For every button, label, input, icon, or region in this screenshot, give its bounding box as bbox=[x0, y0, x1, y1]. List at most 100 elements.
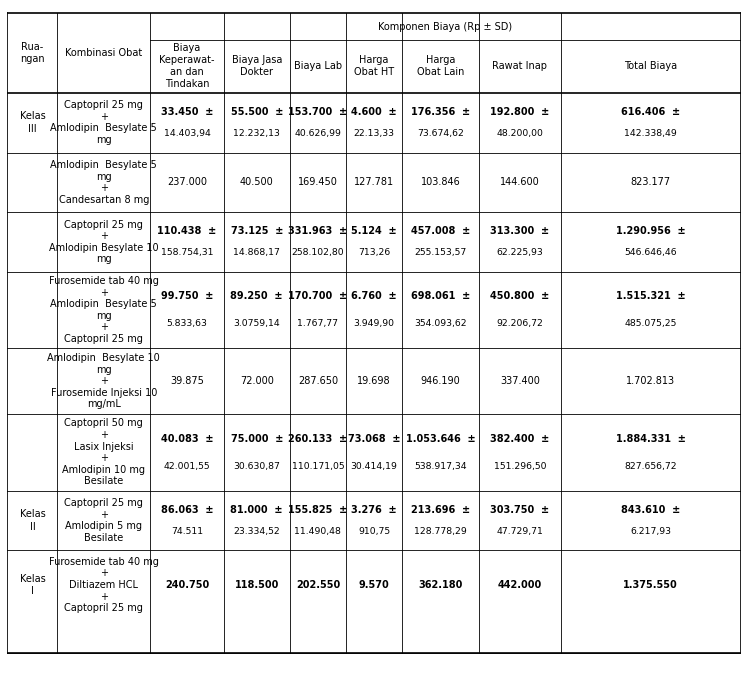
Text: 213.696  ±: 213.696 ± bbox=[411, 505, 470, 515]
Text: 260.133  ±: 260.133 ± bbox=[289, 434, 348, 444]
Text: Kelas
III: Kelas III bbox=[19, 112, 46, 134]
Text: Furosemide tab 40 mg
+
Diltiazem HCL
+
Captopril 25 mg: Furosemide tab 40 mg + Diltiazem HCL + C… bbox=[49, 557, 159, 613]
Text: Harga
Obat HT: Harga Obat HT bbox=[354, 55, 394, 77]
Text: 176.356  ±: 176.356 ± bbox=[411, 107, 470, 117]
Text: 169.450: 169.450 bbox=[298, 178, 338, 187]
Text: 155.825  ±: 155.825 ± bbox=[288, 505, 348, 515]
Text: 1.884.331  ±: 1.884.331 ± bbox=[616, 434, 686, 444]
Text: 331.963  ±: 331.963 ± bbox=[289, 226, 348, 236]
Text: Captopril 25 mg
+
Amlodipin Besylate 10
mg: Captopril 25 mg + Amlodipin Besylate 10 … bbox=[49, 219, 159, 264]
Text: Biaya Jasa
Dokter: Biaya Jasa Dokter bbox=[232, 55, 282, 77]
Text: 616.406  ±: 616.406 ± bbox=[621, 107, 680, 117]
Text: 713,26: 713,26 bbox=[358, 248, 390, 257]
Text: 698.061  ±: 698.061 ± bbox=[411, 291, 470, 302]
Text: 827.656,72: 827.656,72 bbox=[625, 462, 677, 470]
Text: Rawat Inap: Rawat Inap bbox=[492, 61, 548, 71]
Text: 39.875: 39.875 bbox=[170, 376, 204, 386]
Text: 442.000: 442.000 bbox=[497, 580, 542, 590]
Text: 128.778,29: 128.778,29 bbox=[414, 527, 467, 536]
Text: 3.276  ±: 3.276 ± bbox=[352, 505, 396, 515]
Text: Captopril 50 mg
+
Lasix Injeksi
+
Amlodipin 10 mg
Besilate: Captopril 50 mg + Lasix Injeksi + Amlodi… bbox=[62, 419, 145, 487]
Text: Captopril 25 mg
+
Amlodipin 5 mg
Besilate: Captopril 25 mg + Amlodipin 5 mg Besilat… bbox=[64, 498, 144, 543]
Text: 86.063  ±: 86.063 ± bbox=[161, 505, 213, 515]
Text: 12.232,13: 12.232,13 bbox=[233, 129, 280, 138]
Text: 5.833,63: 5.833,63 bbox=[167, 319, 207, 328]
Text: 1.375.550: 1.375.550 bbox=[623, 580, 678, 590]
Text: 22.13,33: 22.13,33 bbox=[354, 129, 394, 138]
Text: 313.300  ±: 313.300 ± bbox=[490, 226, 550, 236]
Text: Total Biaya: Total Biaya bbox=[624, 61, 677, 71]
Text: 153.700  ±: 153.700 ± bbox=[289, 107, 348, 117]
Text: 192.800  ±: 192.800 ± bbox=[490, 107, 550, 117]
Text: 30.630,87: 30.630,87 bbox=[233, 462, 280, 470]
Text: 110.171,05: 110.171,05 bbox=[292, 462, 344, 470]
Text: 73.068  ±: 73.068 ± bbox=[348, 434, 400, 444]
Text: 258.102,80: 258.102,80 bbox=[292, 248, 344, 257]
Text: 6.760  ±: 6.760 ± bbox=[352, 291, 396, 302]
Text: Harga
Obat Lain: Harga Obat Lain bbox=[417, 55, 464, 77]
Text: 142.338,49: 142.338,49 bbox=[625, 129, 677, 138]
Text: 202.550: 202.550 bbox=[295, 580, 340, 590]
Text: 47.729,71: 47.729,71 bbox=[497, 527, 543, 536]
Text: Captopril 25 mg
+
Amlodipin  Besylate 5
mg: Captopril 25 mg + Amlodipin Besylate 5 m… bbox=[51, 100, 157, 145]
Text: 103.846: 103.846 bbox=[420, 178, 460, 187]
Text: 3.0759,14: 3.0759,14 bbox=[233, 319, 280, 328]
Text: 14.403,94: 14.403,94 bbox=[164, 129, 210, 138]
Text: 362.180: 362.180 bbox=[418, 580, 462, 590]
Text: 546.646,46: 546.646,46 bbox=[625, 248, 677, 257]
Text: Biaya
Keperawat-
an dan
Tindakan: Biaya Keperawat- an dan Tindakan bbox=[159, 43, 215, 90]
Text: 89.250  ±: 89.250 ± bbox=[230, 291, 283, 302]
Text: 158.754,31: 158.754,31 bbox=[161, 248, 213, 257]
Text: 30.414,19: 30.414,19 bbox=[351, 462, 397, 470]
Text: Rua-
ngan: Rua- ngan bbox=[20, 42, 45, 65]
Text: 1.515.321  ±: 1.515.321 ± bbox=[616, 291, 685, 302]
Text: 170.700  ±: 170.700 ± bbox=[289, 291, 348, 302]
Text: Komponen Biaya (Rp ± SD): Komponen Biaya (Rp ± SD) bbox=[378, 22, 512, 32]
Text: 9.570: 9.570 bbox=[358, 580, 390, 590]
Text: 75.000  ±: 75.000 ± bbox=[230, 434, 283, 444]
Text: 40.626,99: 40.626,99 bbox=[295, 129, 341, 138]
Text: 127.781: 127.781 bbox=[354, 178, 394, 187]
Text: 99.750  ±: 99.750 ± bbox=[161, 291, 213, 302]
Text: 1.767,77: 1.767,77 bbox=[298, 319, 338, 328]
Text: 48.200,00: 48.200,00 bbox=[497, 129, 543, 138]
Text: 40.083  ±: 40.083 ± bbox=[161, 434, 213, 444]
Text: 73.674,62: 73.674,62 bbox=[417, 129, 464, 138]
Text: 72.000: 72.000 bbox=[240, 376, 274, 386]
Text: Kelas
II: Kelas II bbox=[19, 509, 46, 532]
Text: 946.190: 946.190 bbox=[420, 376, 460, 386]
Text: 81.000  ±: 81.000 ± bbox=[230, 505, 283, 515]
Text: 354.093,62: 354.093,62 bbox=[414, 319, 467, 328]
Text: Furosemide tab 40 mg
+
Amlodipin  Besylate 5
mg
+
Captopril 25 mg: Furosemide tab 40 mg + Amlodipin Besylat… bbox=[49, 276, 159, 344]
Text: 843.610  ±: 843.610 ± bbox=[621, 505, 681, 515]
Text: 62.225,93: 62.225,93 bbox=[497, 248, 543, 257]
Text: 33.450  ±: 33.450 ± bbox=[161, 107, 213, 117]
Text: 303.750  ±: 303.750 ± bbox=[490, 505, 550, 515]
Text: 55.500  ±: 55.500 ± bbox=[230, 107, 283, 117]
Text: 237.000: 237.000 bbox=[167, 178, 207, 187]
Text: 14.868,17: 14.868,17 bbox=[233, 248, 280, 257]
Text: 19.698: 19.698 bbox=[358, 376, 390, 386]
Text: 287.650: 287.650 bbox=[298, 376, 338, 386]
Text: 110.438  ±: 110.438 ± bbox=[157, 226, 217, 236]
Text: 485.075,25: 485.075,25 bbox=[625, 319, 677, 328]
Text: 6.217,93: 6.217,93 bbox=[631, 527, 671, 536]
Text: 74.511: 74.511 bbox=[171, 527, 203, 536]
Text: 1.702.813: 1.702.813 bbox=[626, 376, 675, 386]
Text: 255.153,57: 255.153,57 bbox=[414, 248, 467, 257]
Text: Amlodipin  Besylate 10
mg
+
Furosemide Injeksi 10
mg/mL: Amlodipin Besylate 10 mg + Furosemide In… bbox=[48, 353, 160, 409]
Text: 823.177: 823.177 bbox=[631, 178, 671, 187]
Text: 144.600: 144.600 bbox=[500, 178, 540, 187]
Text: Amlodipin  Besylate 5
mg
+
Candesartan 8 mg: Amlodipin Besylate 5 mg + Candesartan 8 … bbox=[51, 160, 157, 205]
Text: 382.400  ±: 382.400 ± bbox=[490, 434, 550, 444]
Text: 5.124  ±: 5.124 ± bbox=[352, 226, 396, 236]
Text: 3.949,90: 3.949,90 bbox=[354, 319, 394, 328]
Text: 23.334,52: 23.334,52 bbox=[233, 527, 280, 536]
Text: 337.400: 337.400 bbox=[500, 376, 540, 386]
Text: Kelas
I: Kelas I bbox=[19, 574, 46, 596]
Text: 151.296,50: 151.296,50 bbox=[494, 462, 546, 470]
Text: 11.490,48: 11.490,48 bbox=[295, 527, 341, 536]
Text: 92.206,72: 92.206,72 bbox=[497, 319, 543, 328]
Text: 538.917,34: 538.917,34 bbox=[414, 462, 467, 470]
Text: 40.500: 40.500 bbox=[240, 178, 274, 187]
